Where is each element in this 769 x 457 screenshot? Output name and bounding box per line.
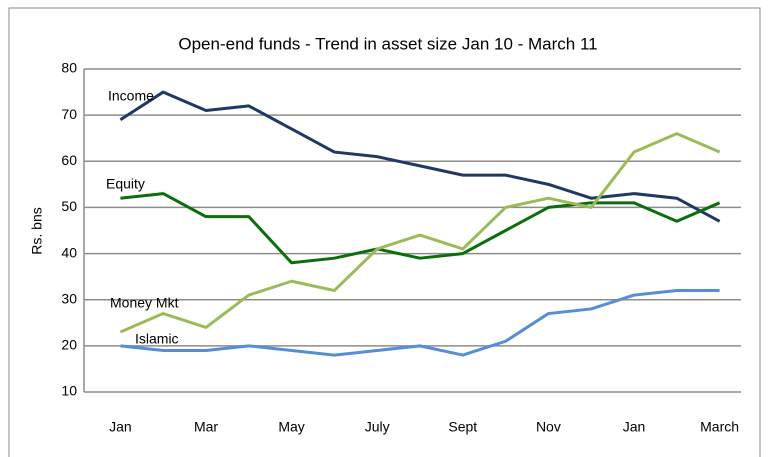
- series-line: [120, 288, 720, 357]
- chart-frame: [8, 7, 761, 457]
- series-label: Income: [108, 88, 154, 104]
- y-tick-label: 30: [61, 290, 77, 306]
- x-tick-label: Jan: [109, 419, 132, 435]
- y-tick-label: 20: [61, 337, 77, 353]
- y-tick-label: 70: [61, 106, 77, 122]
- series-line: [119, 132, 721, 334]
- x-tick-label: Sept: [448, 419, 477, 435]
- series-label: Islamic: [135, 331, 179, 347]
- y-axis-label: Rs. bns: [29, 207, 45, 254]
- series-label: Equity: [106, 176, 145, 192]
- y-tick-label: 60: [61, 152, 77, 168]
- series-line: [119, 90, 721, 223]
- x-tick-label: Jan: [623, 419, 646, 435]
- series-label: Money Mkt: [110, 295, 179, 311]
- y-tick-label: 40: [61, 244, 77, 260]
- x-tick-label: July: [365, 419, 390, 435]
- chart-title: Open-end funds - Trend in asset size Jan…: [178, 34, 597, 53]
- x-tick-label: Mar: [194, 419, 218, 435]
- y-tick-label: 80: [61, 60, 77, 76]
- y-tick-label: 50: [61, 198, 77, 214]
- y-tick-label: 10: [61, 383, 77, 399]
- x-tick-label: May: [278, 419, 304, 435]
- x-tick-label: March: [700, 419, 739, 435]
- series-line: [120, 192, 721, 265]
- x-tick-label: Nov: [536, 419, 561, 435]
